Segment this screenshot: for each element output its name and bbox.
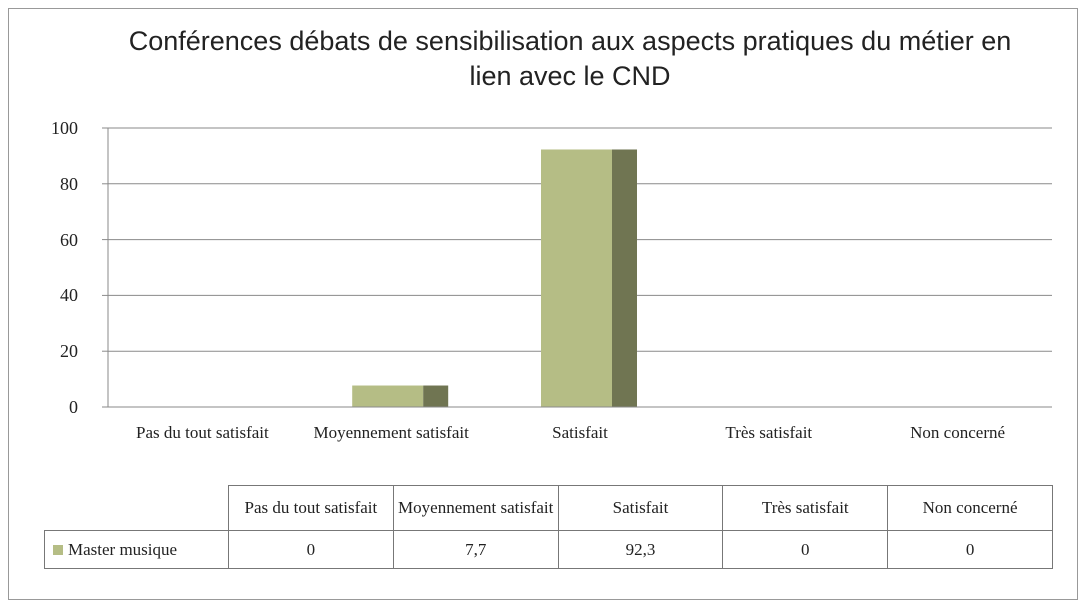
- bar: [541, 149, 612, 407]
- table-header-cell: Satisfait: [557, 485, 724, 531]
- table-value-cell: 92,3: [557, 530, 724, 569]
- y-tick-label: 40: [60, 285, 78, 306]
- bar-side: [423, 385, 449, 407]
- table-header-cell: Moyennement satisfait: [392, 485, 559, 531]
- table-header-cell: Non concerné: [887, 485, 1053, 531]
- legend-label: Master musique: [68, 539, 178, 559]
- table-value-cell: 0: [887, 530, 1053, 569]
- table-header-cell: Très satisfait: [722, 485, 889, 531]
- y-tick-label: 20: [60, 341, 78, 362]
- y-tick-label: 0: [69, 397, 78, 417]
- x-tick-label: Pas du tout satisfait: [136, 423, 269, 442]
- y-tick-label: 60: [60, 229, 78, 250]
- table-value-cell: 7,7: [392, 530, 559, 569]
- x-tick-label: Non concerné: [910, 423, 1006, 442]
- x-tick-label: Moyennement satisfait: [313, 423, 469, 442]
- x-tick-label: Satisfait: [552, 423, 608, 442]
- table-header-cell: Pas du tout satisfait: [228, 485, 394, 531]
- bar-side: [612, 149, 637, 407]
- y-tick-label: 80: [60, 173, 78, 194]
- bar: [352, 385, 424, 407]
- table-series-cell: Master musique: [44, 530, 229, 569]
- legend-swatch: [53, 544, 63, 555]
- y-tick-label: 100: [51, 118, 78, 138]
- x-tick-label: Très satisfait: [725, 423, 813, 442]
- table-value-cell: 0: [722, 530, 889, 569]
- table-value-cell: 0: [228, 530, 394, 569]
- chart-title: Conférences débats de sensibilisation au…: [128, 26, 1012, 91]
